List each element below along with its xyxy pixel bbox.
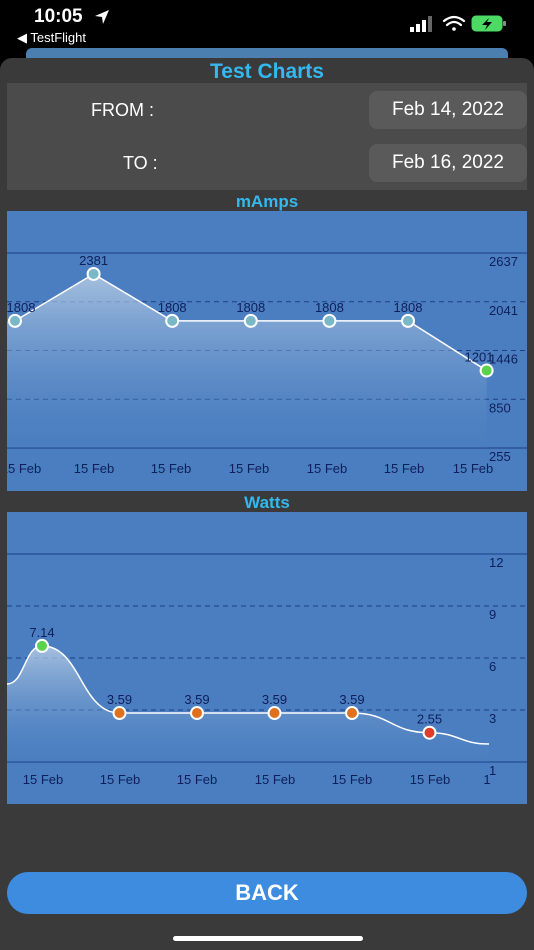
x-tick-label: 15 Feb xyxy=(151,461,191,476)
charts-sheet: Test Charts FROM : Feb 14, 2022 TO : Feb… xyxy=(0,58,534,950)
date-range-panel: FROM : Feb 14, 2022 TO : Feb 16, 2022 xyxy=(7,83,527,190)
back-to-testflight-link[interactable]: ◀ TestFlight xyxy=(17,30,87,45)
x-tick-label: 15 Feb xyxy=(7,461,41,476)
status-time: 10:05 xyxy=(34,6,83,27)
data-label: 1808 xyxy=(394,300,423,315)
data-point xyxy=(190,706,204,721)
data-point xyxy=(86,266,101,281)
x-tick-label: 1 xyxy=(483,772,490,787)
data-label: 2381 xyxy=(79,253,108,268)
x-tick-label: 15 Feb xyxy=(453,461,493,476)
y-tick-label: 9 xyxy=(489,607,496,622)
to-label: TO : xyxy=(123,153,158,173)
watts-chart-svg: 12 9 6 3 1 7.14 3.59 3.59 3.59 3.59 2.55 15 Feb 15 F… xyxy=(7,553,527,787)
x-tick-label: 15 Feb xyxy=(255,772,295,787)
series-area xyxy=(7,645,489,762)
data-point xyxy=(8,313,22,328)
battery-charging-icon xyxy=(471,15,506,32)
data-label: 3.59 xyxy=(184,692,209,707)
y-tick-label: 3 xyxy=(489,711,496,726)
x-tick-label: 15 Feb xyxy=(307,461,347,476)
data-point xyxy=(112,706,127,721)
mamps-chart: 2637 2041 1446 850 255 1808 2381 1808 1808 1808 18… xyxy=(7,211,527,491)
y-tick-label: 2041 xyxy=(489,303,518,318)
data-label: 1808 xyxy=(236,300,265,315)
x-tick-label: 15 Feb xyxy=(100,772,140,787)
chart-title-mamps: mAmps xyxy=(235,192,299,211)
data-point xyxy=(243,313,258,328)
data-label: 7.14 xyxy=(29,625,54,640)
x-tick-label: 15 Feb xyxy=(229,461,269,476)
wifi-icon xyxy=(442,15,466,31)
y-tick-label: 12 xyxy=(489,555,503,570)
data-point xyxy=(401,313,415,328)
watts-chart: 12 9 6 3 1 7.14 3.59 3.59 3.59 3.59 2.55 15 Feb 15 F… xyxy=(7,512,527,804)
status-icons xyxy=(410,15,506,32)
data-point xyxy=(345,706,359,721)
series-area xyxy=(7,273,487,448)
location-arrow-icon xyxy=(95,10,109,24)
y-tick-label: 1 xyxy=(489,763,496,778)
data-point xyxy=(35,638,49,653)
page-title: Test Charts xyxy=(210,60,324,83)
series-line xyxy=(7,645,490,745)
x-tick-label: 15 Feb xyxy=(332,772,372,787)
data-label: 1808 xyxy=(315,300,344,315)
status-bar: 10:05 ◀ TestFlight xyxy=(0,0,534,50)
from-date-picker[interactable]: Feb 14, 2022 xyxy=(369,91,527,129)
x-tick-label: 15 Feb xyxy=(384,461,424,476)
data-label: 1808 xyxy=(158,300,187,315)
data-label: 3.59 xyxy=(262,692,287,707)
data-point xyxy=(322,313,337,328)
home-indicator xyxy=(173,936,363,941)
y-tick-label: 1446 xyxy=(489,352,518,367)
y-tick-label: 6 xyxy=(489,659,496,674)
x-tick-label: 15 Feb xyxy=(410,772,450,787)
data-point xyxy=(422,725,437,740)
x-tick-label: 15 Feb xyxy=(74,461,114,476)
mamps-chart-svg: 2637 2041 1446 850 255 1808 2381 1808 1808 1808 18… xyxy=(7,252,527,476)
data-point xyxy=(479,363,494,378)
data-label: 1201 xyxy=(465,350,494,365)
x-tick-label: 15 Feb xyxy=(23,772,63,787)
to-date-picker[interactable]: Feb 16, 2022 xyxy=(369,144,527,182)
x-tick-label: 15 Feb xyxy=(177,772,217,787)
data-point xyxy=(165,313,180,328)
data-label: 3.59 xyxy=(339,692,364,707)
y-tick-label: 850 xyxy=(489,400,511,415)
y-tick-label: 255 xyxy=(489,449,511,464)
data-label: 3.59 xyxy=(107,692,132,707)
from-label: FROM : xyxy=(91,100,154,120)
data-label: 1808 xyxy=(7,300,35,315)
y-tick-label: 2637 xyxy=(489,254,518,269)
data-label: 2.55 xyxy=(417,712,442,727)
data-point xyxy=(267,706,282,721)
chart-title-watts: Watts xyxy=(244,493,290,512)
back-button[interactable]: BACK xyxy=(7,872,527,914)
signal-icon xyxy=(410,16,432,32)
